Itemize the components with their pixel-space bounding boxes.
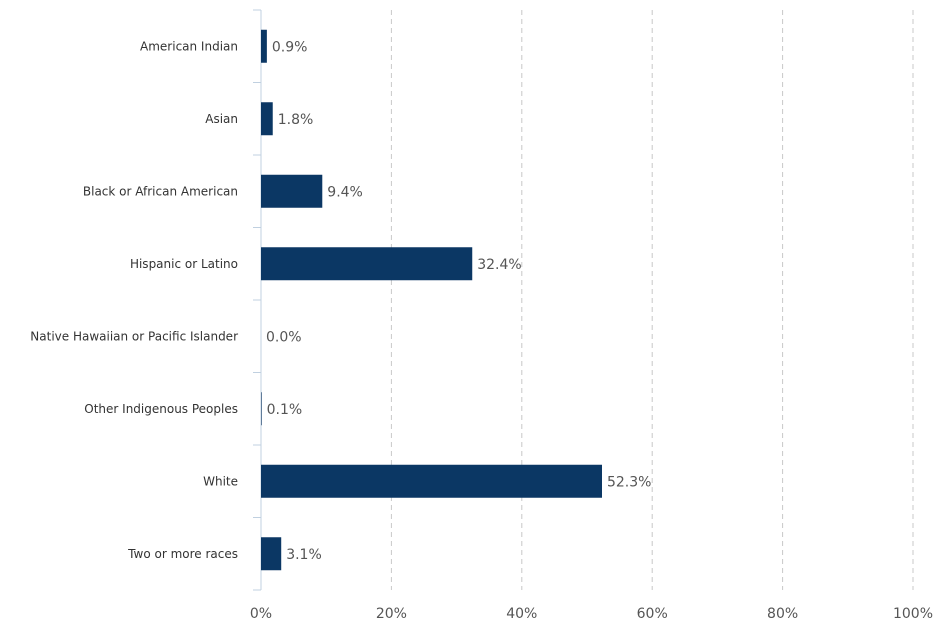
bar-1 [261, 102, 273, 136]
grid-lines [390, 10, 914, 590]
bar-7 [261, 537, 282, 571]
x-tick-label: 40% [506, 606, 537, 622]
x-tick-label: 0% [250, 606, 272, 622]
category-axis [253, 9, 262, 591]
category-label: Asian [205, 112, 238, 126]
category-labels: American Indian Asian Black or African Ame… [30, 39, 238, 561]
x-tick-label: 20% [376, 606, 407, 622]
data-label: 0.1% [267, 402, 303, 418]
x-tick-label: 100% [893, 606, 933, 622]
data-label: 0.0% [266, 329, 302, 345]
category-label: White [203, 474, 238, 488]
data-label: 1.8% [278, 112, 314, 128]
value-labels: 0.9% 1.8% 9.4% 32.4% 0.0% 0.1% 52.3% 3.1% [266, 39, 651, 563]
bar-0 [261, 29, 267, 63]
bar-6 [261, 464, 602, 498]
category-label: Black or African American [83, 184, 238, 198]
bar-3 [261, 247, 473, 281]
category-label: Native Hawaiian or Pacific Islander [30, 329, 238, 343]
x-tick-label: 60% [637, 606, 668, 622]
data-label: 9.4% [327, 184, 363, 200]
x-axis-tick-labels: 0% 20% 40% 60% 80% 100% [250, 606, 933, 622]
data-label: 52.3% [607, 474, 651, 490]
category-label: Hispanic or Latino [130, 257, 238, 271]
category-label: Two or more races [127, 547, 238, 561]
x-tick-label: 80% [767, 606, 798, 622]
category-label: Other Indigenous Peoples [84, 402, 238, 416]
bars [261, 29, 602, 571]
bar-5 [261, 392, 262, 426]
data-label: 0.9% [272, 39, 308, 55]
data-label: 3.1% [286, 547, 322, 563]
bar-2 [261, 174, 323, 208]
category-label: American Indian [140, 39, 238, 53]
data-label: 32.4% [477, 257, 521, 273]
